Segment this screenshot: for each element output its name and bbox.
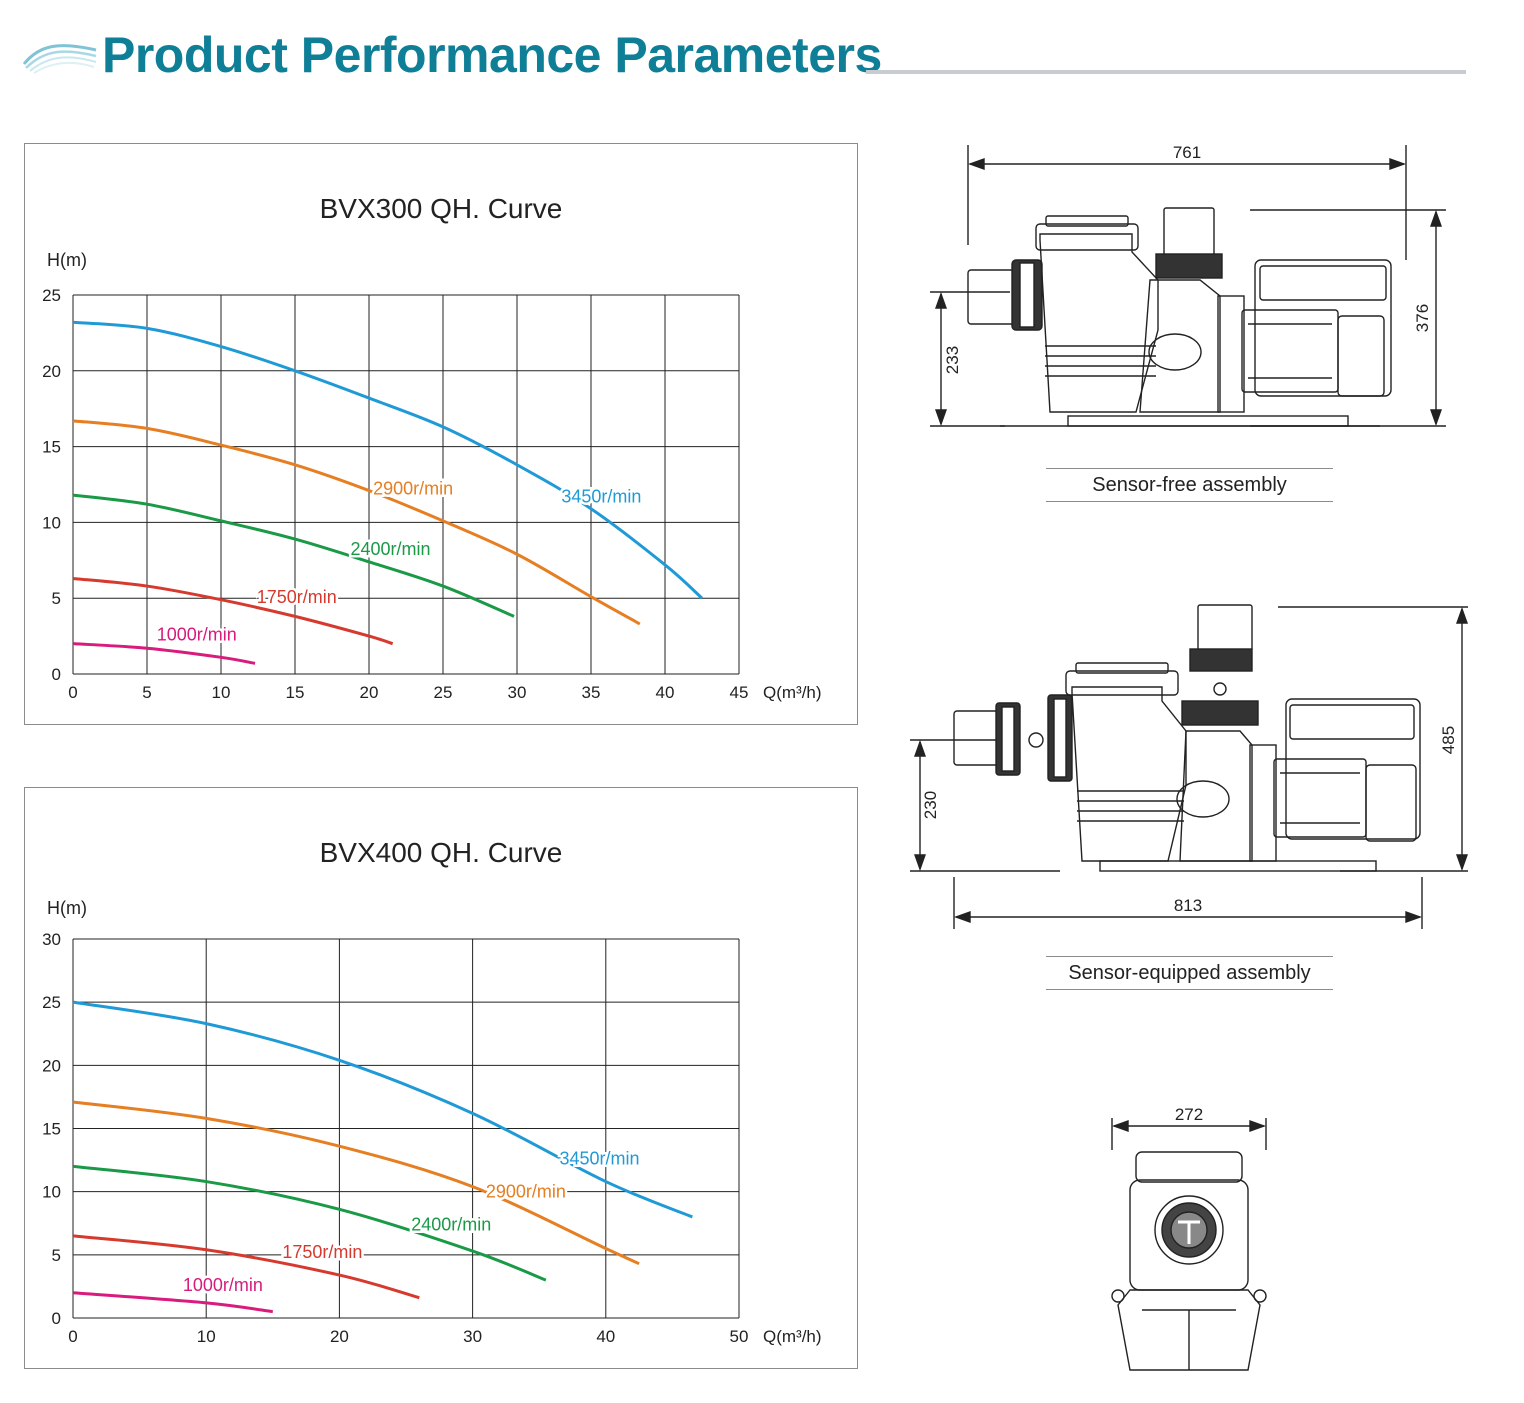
chart-bvx300: BVX300 QH. Curve H(m) 0 5 10 15 20 25 30 35 40 45 0 5… [42,193,822,702]
y-tick-label: 20 [42,1056,61,1075]
y-tick-label: 25 [42,993,61,1012]
y-tick-label: 15 [42,438,61,457]
y-tick-label: 25 [42,286,61,305]
y-tick-label: 10 [42,1183,61,1202]
series-line-2400r-min [72,493,515,618]
x-tick-label: 15 [286,683,305,702]
y-tick-label: 5 [52,1246,61,1265]
series-label: 1000r/min [183,1275,263,1295]
series-label: 1000r/min [157,624,237,644]
sensor-equipped-drawing: 813 485 230 [910,604,1468,929]
y-tick-label: 30 [42,930,61,949]
y-tick-label: 0 [52,665,61,684]
series-label: 3450r/min [561,487,641,507]
x-tick-label: 25 [434,683,453,702]
series-line-2900r-min [72,419,641,626]
dim-inlet-230: 230 [921,791,940,819]
series-line-1000r-min [72,1291,273,1314]
y-tick-label: 20 [42,362,61,381]
x-tick-label: 10 [197,1327,216,1346]
x-tick-label: 40 [596,1327,615,1346]
series-label: 1750r/min [282,1242,362,1262]
series-label: 2400r/min [411,1214,491,1234]
series-line-3450r-min [72,1000,693,1219]
y-tick-label: 10 [42,513,61,532]
x-tick-label: 50 [730,1327,749,1346]
dim-length-761: 761 [1173,143,1201,162]
page-title: Product Performance Parameters [102,27,882,83]
series-label: 3450r/min [559,1148,639,1168]
title-rule [866,70,1466,74]
chart-title: BVX400 QH. Curve [320,837,563,868]
x-tick-label: 45 [730,683,749,702]
x-axis-label: Q(m³/h) [763,1327,822,1346]
x-tick-label: 5 [142,683,151,702]
series-line-2400r-min [72,1164,547,1282]
x-tick-label: 20 [330,1327,349,1346]
series-line-1750r-min [72,1234,420,1300]
series-label: 1750r/min [257,587,337,607]
page-header: Product Performance Parameters [0,0,1524,110]
y-tick-label: 5 [52,589,61,608]
x-axis-label: Q(m³/h) [763,683,822,702]
series-line-3450r-min [72,320,704,600]
dim-height-376: 376 [1413,304,1432,332]
chart-bvx400: BVX400 QH. Curve H(m) 0 10 20 30 40 50 0 5 10 15 20 2… [42,837,822,1346]
sensor-free-caption: Sensor-free assembly [1046,468,1333,502]
front-view-drawing: 272 [1111,1105,1267,1371]
dim-length-813: 813 [1174,896,1202,915]
x-tick-label: 30 [508,683,527,702]
y-axis-label: H(m) [47,898,87,918]
series-line-2900r-min [72,1100,640,1266]
dim-inlet-233: 233 [943,346,962,374]
dim-height-485: 485 [1439,726,1458,754]
y-axis-label: H(m) [47,250,87,270]
dim-width-272: 272 [1175,1105,1203,1124]
series-label: 2400r/min [351,539,431,559]
series-label: 2900r/min [486,1181,566,1201]
series-line-1000r-min [72,642,256,665]
series-label: 2900r/min [373,479,453,499]
chart-bvx300-frame: BVX300 QH. Curve H(m) 0 5 10 15 20 25 30 35 40 45 0 5… [24,143,858,725]
series-line-1750r-min [72,576,394,646]
chart-title: BVX300 QH. Curve [320,193,563,224]
x-tick-label: 40 [656,683,675,702]
wave-icon [22,44,97,74]
x-tick-label: 20 [360,683,379,702]
y-tick-label: 15 [42,1120,61,1139]
y-tick-label: 0 [52,1309,61,1328]
sensor-free-drawing: 761 376 233 [930,143,1446,427]
x-tick-label: 35 [582,683,601,702]
chart-bvx400-frame: BVX400 QH. Curve H(m) 0 10 20 30 40 50 0 5 10 15 20 2… [24,787,858,1369]
x-tick-label: 0 [68,1327,77,1346]
x-tick-label: 30 [463,1327,482,1346]
sensor-equipped-caption: Sensor-equipped assembly [1046,956,1333,990]
x-tick-label: 0 [68,683,77,702]
x-tick-label: 10 [212,683,231,702]
